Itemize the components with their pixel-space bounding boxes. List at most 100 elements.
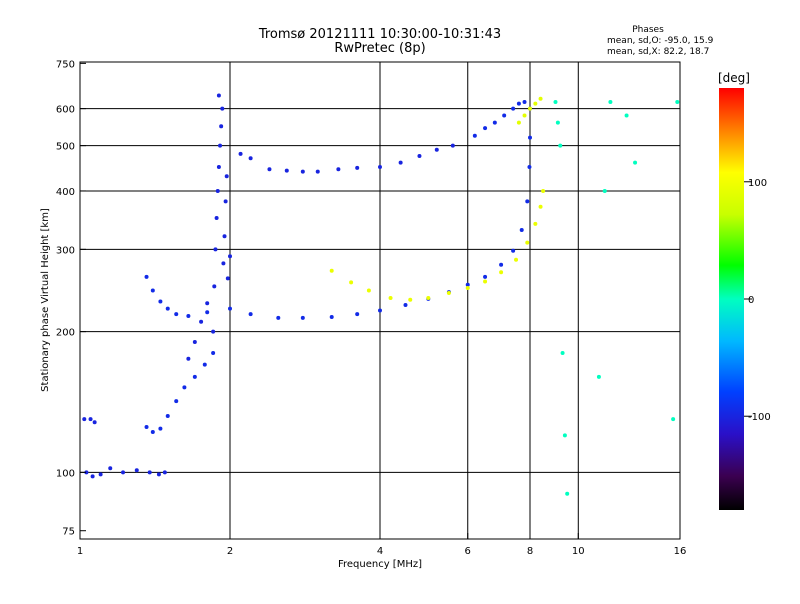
data-point [212,284,217,289]
y-tick-label: 200 [56,328,75,339]
data-point [300,169,305,174]
data-point [216,93,221,98]
data-point [211,351,216,356]
data-point [214,216,219,221]
data-point [499,262,504,267]
data-point [355,165,360,170]
data-point [192,340,197,345]
data-point [483,274,488,279]
data-point [483,126,488,131]
data-point [472,133,477,138]
y-tick-label: 500 [56,142,75,153]
data-point [329,314,334,319]
data-point [238,151,243,156]
data-point [366,288,371,293]
data-point [98,472,103,477]
data-point [92,420,97,425]
data-point [225,276,230,281]
x-tick-label: 1 [77,546,83,557]
data-point [483,279,488,284]
data-point [336,167,341,172]
data-point [147,470,152,475]
y-tick-label: 100 [56,468,75,479]
data-point [525,240,530,245]
data-point [165,413,170,418]
data-point [90,474,95,479]
data-point [516,101,521,106]
data-point [82,417,87,422]
data-point [533,221,538,226]
data-point [633,160,638,165]
data-point [156,472,161,477]
x-tick-label: 2 [227,546,233,557]
data-point [528,135,532,140]
data-point [446,290,451,295]
data-point [355,312,360,317]
data-point [199,319,204,324]
chart-title: Tromsø 20121111 10:30:00-10:31:43 [258,27,501,42]
data-point [223,199,228,204]
data-point [108,466,113,471]
data-point [388,296,393,301]
data-point [205,301,210,306]
data-point [624,113,629,118]
axis-layer: 1 2 4 6 8 10 16 75 100 200 300 400 500 600 750 [56,59,686,557]
data-point [671,417,676,422]
data-point [186,356,191,361]
data-point [228,306,232,311]
data-point [417,154,422,159]
data-point [222,234,227,239]
y-tick-label: 300 [56,245,75,256]
data-point [499,270,504,275]
colorbar-label: [deg] [718,71,750,85]
data-point [218,143,223,148]
data-point [608,99,613,104]
colorbar-tick-label: 100 [748,178,767,189]
data-point [562,433,567,438]
colorbar-tick-label: 0 [748,295,754,306]
data-point [533,101,538,106]
grid-layer [80,62,680,539]
data-point [121,470,126,475]
data-point [329,268,334,273]
data-point [284,168,289,173]
data-point [527,165,532,170]
y-tick-label: 750 [56,59,75,70]
data-point [84,470,89,475]
data-point [511,248,516,253]
data-point [403,303,408,308]
data-point [378,308,382,313]
data-layer [82,93,680,496]
data-point [555,120,560,125]
data-point [228,254,232,259]
data-point [450,143,455,148]
data-point [158,426,163,431]
data-point [144,274,149,279]
data-point [522,113,527,118]
data-point [378,165,382,170]
data-point [516,120,521,125]
data-point [276,315,281,320]
data-point [158,299,163,304]
data-point [560,351,565,356]
data-point [211,329,216,334]
chart-subtitle: RwPretec (8p) [334,41,425,56]
data-point [215,188,220,193]
data-point [502,113,507,118]
data-point [150,429,155,434]
data-point [224,174,229,179]
data-point [165,306,170,311]
data-point [514,257,519,262]
data-point [511,106,516,111]
data-point [221,261,226,266]
data-point [186,314,191,319]
x-tick-label: 4 [377,546,383,557]
data-point [300,315,305,320]
data-point [267,167,272,172]
data-point [426,296,431,301]
data-point [219,124,224,129]
x-tick-label: 8 [527,546,533,557]
stats-line-o: mean, sd,O: -95.0, 15.9 [607,36,714,46]
data-point [134,468,139,473]
